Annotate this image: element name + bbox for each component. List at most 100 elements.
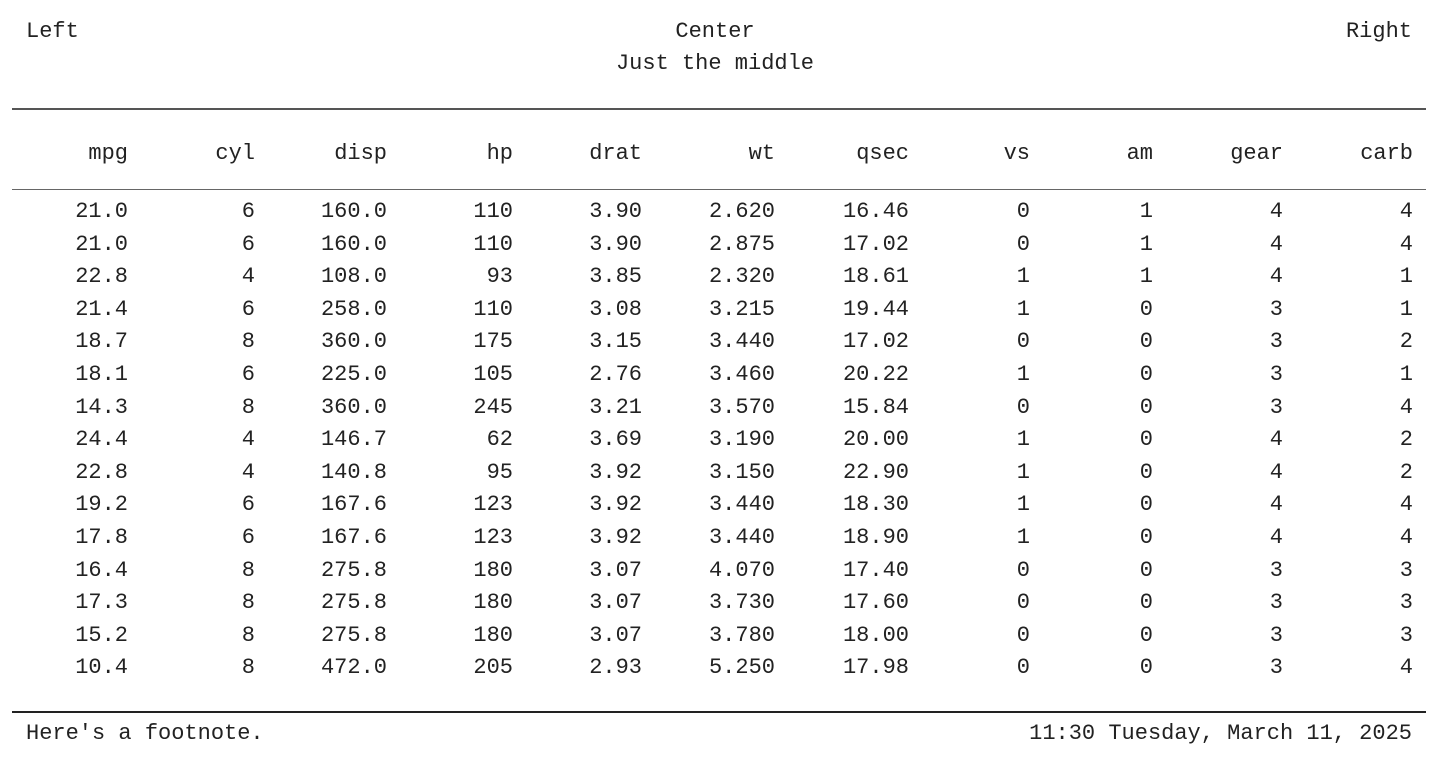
table-cell-gear: 3 [1269, 394, 1283, 420]
table-cell-vs: 1 [1016, 264, 1030, 290]
table-cell-qsec: 18.61 [842, 264, 909, 290]
table-cell-gear: 3 [1269, 557, 1283, 583]
table-cell-am: 0 [1139, 296, 1153, 322]
table-cell-wt: 3.190 [708, 427, 775, 453]
table-cell-disp: 258.0 [320, 296, 387, 322]
table-cell-carb: 4 [1399, 394, 1413, 420]
table-cell-drat: 3.92 [589, 459, 642, 485]
table-cell-am: 0 [1139, 525, 1153, 550]
table-cell-mpg: 17.3 [75, 590, 128, 616]
table-cell-cyl: 4 [241, 459, 255, 485]
column-header-vs: vs [1003, 141, 1030, 166]
table-cell-drat: 3.07 [589, 622, 642, 648]
table-cell-hp: 105 [473, 362, 513, 387]
table-cell-qsec: 20.00 [842, 427, 909, 453]
table-cell-qsec: 15.84 [842, 394, 909, 420]
table-cell-wt: 3.730 [708, 590, 775, 616]
header-center-title: Center [675, 19, 755, 44]
table-cell-hp: 93 [486, 264, 513, 290]
table-cell-cyl: 8 [241, 329, 255, 355]
table-cell-carb: 3 [1399, 622, 1413, 648]
table-cell-mpg: 14.3 [75, 394, 128, 420]
table-cell-disp: 167.6 [320, 525, 387, 550]
table-cell-wt: 3.150 [708, 459, 775, 485]
table-cell-hp: 110 [473, 231, 513, 257]
table-cell-drat: 2.76 [589, 362, 642, 387]
table-cell-mpg: 22.8 [75, 264, 128, 290]
table-cell-hp: 180 [473, 622, 513, 648]
table-cell-hp: 175 [473, 329, 513, 355]
table-header-rule [12, 189, 1426, 190]
table-cell-carb: 4 [1399, 492, 1413, 518]
table-cell-am: 0 [1139, 362, 1153, 387]
table-cell-cyl: 6 [241, 231, 255, 257]
table-cell-mpg: 19.2 [75, 492, 128, 518]
column-header-drat: drat [589, 141, 642, 166]
table-cell-gear: 3 [1269, 655, 1283, 681]
table-cell-carb: 3 [1399, 590, 1413, 616]
table-cell-wt: 5.250 [708, 655, 775, 681]
table-cell-carb: 4 [1399, 199, 1413, 224]
table-cell-carb: 4 [1399, 655, 1413, 681]
table-cell-mpg: 10.4 [75, 655, 128, 681]
table-cell-vs: 1 [1016, 525, 1030, 550]
table-cell-am: 0 [1139, 622, 1153, 648]
table-cell-drat: 3.07 [589, 557, 642, 583]
table-cell-carb: 1 [1399, 362, 1413, 387]
table-cell-hp: 110 [473, 199, 513, 224]
table-cell-qsec: 16.46 [842, 199, 909, 224]
table-cell-vs: 1 [1016, 459, 1030, 485]
table-cell-cyl: 8 [241, 655, 255, 681]
table-cell-wt: 3.460 [708, 362, 775, 387]
column-header-disp: disp [334, 141, 387, 166]
table-cell-vs: 1 [1016, 492, 1030, 518]
table-cell-am: 0 [1139, 329, 1153, 355]
table-cell-cyl: 4 [241, 427, 255, 453]
table-cell-vs: 0 [1016, 622, 1030, 648]
table-cell-drat: 3.07 [589, 590, 642, 616]
table-cell-qsec: 19.44 [842, 296, 909, 322]
header-left-title: Left [26, 19, 79, 44]
table-cell-wt: 3.440 [708, 329, 775, 355]
table-cell-am: 0 [1139, 557, 1153, 583]
table-cell-disp: 275.8 [320, 557, 387, 583]
table-cell-qsec: 17.40 [842, 557, 909, 583]
table-cell-disp: 360.0 [320, 329, 387, 355]
header-subtitle: Just the middle [615, 51, 815, 76]
table-cell-gear: 4 [1269, 492, 1283, 518]
table-cell-cyl: 6 [241, 492, 255, 518]
table-cell-cyl: 4 [241, 264, 255, 290]
table-cell-drat: 3.92 [589, 525, 642, 550]
table-cell-wt: 4.070 [708, 557, 775, 583]
table-cell-gear: 3 [1269, 590, 1283, 616]
table-cell-vs: 0 [1016, 329, 1030, 355]
table-cell-disp: 146.7 [320, 427, 387, 453]
table-cell-mpg: 21.4 [75, 296, 128, 322]
table-cell-carb: 2 [1399, 427, 1413, 453]
table-cell-disp: 160.0 [320, 199, 387, 224]
column-header-cyl: cyl [215, 141, 255, 166]
table-cell-hp: 205 [473, 655, 513, 681]
table-cell-disp: 275.8 [320, 622, 387, 648]
table-cell-qsec: 18.00 [842, 622, 909, 648]
table-cell-drat: 3.15 [589, 329, 642, 355]
table-cell-qsec: 17.02 [842, 231, 909, 257]
column-header-am: am [1126, 141, 1153, 166]
table-cell-mpg: 22.8 [75, 459, 128, 485]
table-cell-mpg: 16.4 [75, 557, 128, 583]
table-cell-vs: 0 [1016, 557, 1030, 583]
table-cell-vs: 1 [1016, 362, 1030, 387]
table-cell-vs: 0 [1016, 655, 1030, 681]
table-cell-cyl: 8 [241, 622, 255, 648]
footer-timestamp: 11:30 Tuesday, March 11, 2025 [1029, 721, 1412, 746]
table-cell-am: 0 [1139, 459, 1153, 485]
table-cell-gear: 3 [1269, 329, 1283, 355]
table-cell-drat: 3.90 [589, 199, 642, 224]
table-cell-drat: 3.69 [589, 427, 642, 453]
column-header-wt: wt [748, 141, 775, 166]
table-cell-drat: 2.93 [589, 655, 642, 681]
table-cell-gear: 3 [1269, 622, 1283, 648]
table-cell-gear: 4 [1269, 525, 1283, 550]
table-cell-wt: 3.780 [708, 622, 775, 648]
